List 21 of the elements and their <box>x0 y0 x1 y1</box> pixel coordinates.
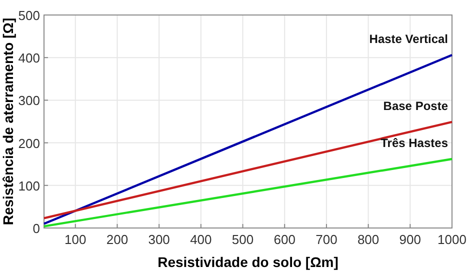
x-tick-label: 400 <box>190 232 212 247</box>
y-tick-label: 100 <box>18 178 40 194</box>
x-tick-label: 300 <box>148 232 170 247</box>
x-tick-label: 700 <box>316 232 338 247</box>
y-tick-label: 300 <box>18 93 40 108</box>
y-tick-label: 0 <box>32 221 40 236</box>
series-label: Três Hastes <box>380 136 448 150</box>
y-axis-title: Resistência de aterramento [Ω] <box>0 18 16 226</box>
x-tick-label: 1000 <box>438 232 466 247</box>
x-tick-label: 600 <box>274 232 296 247</box>
x-tick-label: 800 <box>357 232 380 247</box>
x-tick-label: 200 <box>106 232 128 247</box>
y-tick-label: 500 <box>18 8 40 23</box>
x-axis-title: Resistividade do solo [Ωm] <box>158 254 338 270</box>
y-tick-label: 200 <box>18 136 40 151</box>
x-tick-label: 900 <box>399 232 422 247</box>
series-label: Haste Vertical <box>369 32 448 46</box>
x-tick-label: 500 <box>232 232 254 247</box>
series-label: Base Poste <box>383 98 448 113</box>
x-tick-label: 100 <box>64 232 86 247</box>
y-tick-label: 400 <box>18 50 40 66</box>
